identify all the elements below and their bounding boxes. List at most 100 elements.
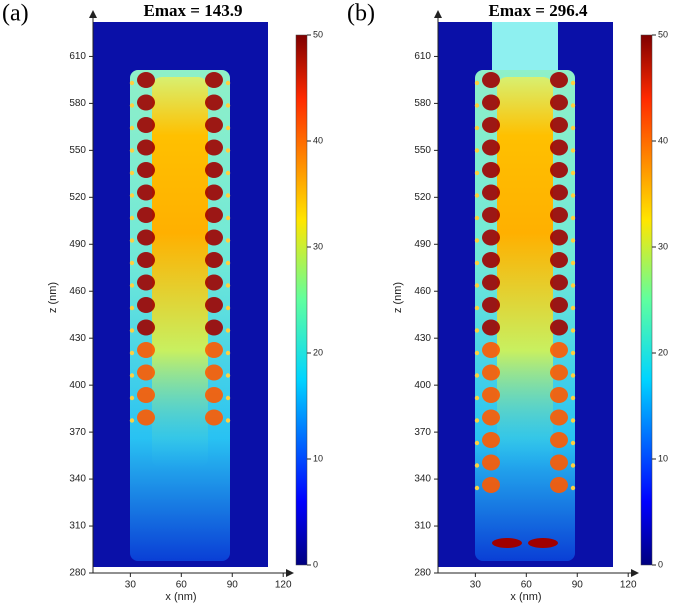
field-spot bbox=[129, 260, 135, 266]
field-hotspot bbox=[205, 364, 223, 381]
field-hotspot bbox=[137, 117, 155, 133]
field-spot bbox=[474, 395, 480, 401]
field-spot bbox=[474, 215, 480, 221]
field-spot bbox=[225, 350, 231, 356]
y-tick-label: 490 bbox=[414, 239, 431, 250]
field-spot bbox=[129, 80, 135, 86]
field-hotspot bbox=[137, 139, 155, 156]
field-hotspot bbox=[205, 139, 223, 156]
x-axis-label: x (nm) bbox=[510, 591, 541, 603]
field-core bbox=[497, 77, 553, 468]
field-spot bbox=[225, 283, 231, 288]
field-hotspot bbox=[137, 319, 155, 336]
x-tick-label: 60 bbox=[176, 580, 188, 591]
x-tick-label: 30 bbox=[125, 580, 137, 591]
field-top-block bbox=[492, 22, 558, 70]
field-spot bbox=[474, 485, 480, 491]
field-spot bbox=[474, 440, 480, 446]
field-hotspot bbox=[205, 162, 223, 178]
field-hotspot bbox=[482, 252, 500, 268]
field-spot bbox=[570, 125, 576, 131]
y-tick-label: 370 bbox=[414, 427, 431, 438]
colorbar-tick-label: 0 bbox=[313, 559, 318, 569]
field-spot bbox=[474, 80, 480, 86]
field-hotspot bbox=[205, 72, 223, 88]
field-spot bbox=[225, 215, 231, 221]
y-tick-label: 520 bbox=[69, 192, 86, 203]
field-spot bbox=[474, 193, 480, 198]
field-hotspot bbox=[137, 229, 155, 246]
field-spot bbox=[570, 328, 576, 333]
field-spot bbox=[225, 260, 231, 266]
field-hotspot bbox=[205, 297, 223, 313]
colorbar bbox=[295, 34, 308, 566]
field-spot bbox=[129, 170, 135, 176]
field-hotspot bbox=[482, 319, 500, 336]
field-spot bbox=[129, 350, 135, 356]
x-tick-label: 120 bbox=[275, 580, 292, 591]
field-spot bbox=[570, 418, 576, 423]
y-tick-label: 550 bbox=[69, 145, 86, 156]
field-hotspot bbox=[482, 454, 500, 471]
field-hotspot bbox=[482, 274, 500, 291]
field-bottom-spot bbox=[492, 538, 522, 548]
field-spot bbox=[474, 148, 480, 153]
field-hotspot bbox=[482, 117, 500, 133]
field-spot bbox=[129, 328, 135, 333]
field-hotspot bbox=[550, 207, 568, 223]
field-hotspot bbox=[550, 94, 568, 111]
panel-label: (a) bbox=[2, 1, 29, 27]
y-tick-label: 280 bbox=[69, 568, 86, 579]
field-hotspot bbox=[137, 72, 155, 88]
field-hotspot bbox=[482, 184, 500, 201]
field-spot bbox=[129, 148, 135, 153]
field-hotspot bbox=[205, 409, 223, 426]
field-spot bbox=[129, 418, 135, 423]
field-spot bbox=[570, 373, 576, 378]
y-axis-label: z (nm) bbox=[392, 282, 404, 313]
field-spot bbox=[570, 283, 576, 288]
field-hotspot bbox=[550, 139, 568, 156]
field-hotspot bbox=[550, 297, 568, 313]
field-spot bbox=[225, 193, 231, 198]
field-hotspot bbox=[482, 364, 500, 381]
field-spot bbox=[129, 193, 135, 198]
field-spot bbox=[474, 418, 480, 423]
colorbar-tick-label: 10 bbox=[658, 453, 668, 463]
y-tick-label: 520 bbox=[414, 192, 431, 203]
field-hotspot bbox=[482, 432, 500, 448]
field-hotspot bbox=[550, 387, 568, 403]
panel-label: (b) bbox=[347, 1, 375, 27]
field-hotspot bbox=[137, 252, 155, 268]
y-tick-label: 340 bbox=[414, 474, 431, 485]
colorbar-tick-label: 10 bbox=[313, 453, 323, 463]
field-hotspot bbox=[205, 207, 223, 223]
field-spot bbox=[474, 238, 480, 243]
field-spot bbox=[474, 328, 480, 333]
y-tick-label: 610 bbox=[414, 51, 431, 62]
field-hotspot bbox=[482, 297, 500, 313]
field-spot bbox=[570, 80, 576, 86]
field-hotspot bbox=[550, 409, 568, 426]
y-tick-label: 430 bbox=[69, 333, 86, 344]
field-spot bbox=[129, 305, 135, 311]
field-spot bbox=[225, 328, 231, 333]
field-hotspot bbox=[550, 364, 568, 381]
field-hotspot bbox=[137, 94, 155, 111]
field-hotspot bbox=[482, 207, 500, 223]
y-tick-label: 610 bbox=[69, 51, 86, 62]
y-tick-label: 340 bbox=[69, 474, 86, 485]
field-hotspot bbox=[550, 342, 568, 358]
y-tick-label: 550 bbox=[414, 145, 431, 156]
field-spot bbox=[474, 170, 480, 176]
field-spot bbox=[225, 103, 231, 108]
field-spot bbox=[225, 418, 231, 423]
field-spot bbox=[474, 463, 480, 468]
colorbar-tick-label: 40 bbox=[658, 135, 668, 145]
field-spot bbox=[129, 238, 135, 243]
field-hotspot bbox=[137, 342, 155, 358]
field-spot bbox=[129, 215, 135, 221]
field-hotspot bbox=[550, 477, 568, 493]
field-spot bbox=[570, 148, 576, 153]
field-hotspot bbox=[137, 387, 155, 403]
